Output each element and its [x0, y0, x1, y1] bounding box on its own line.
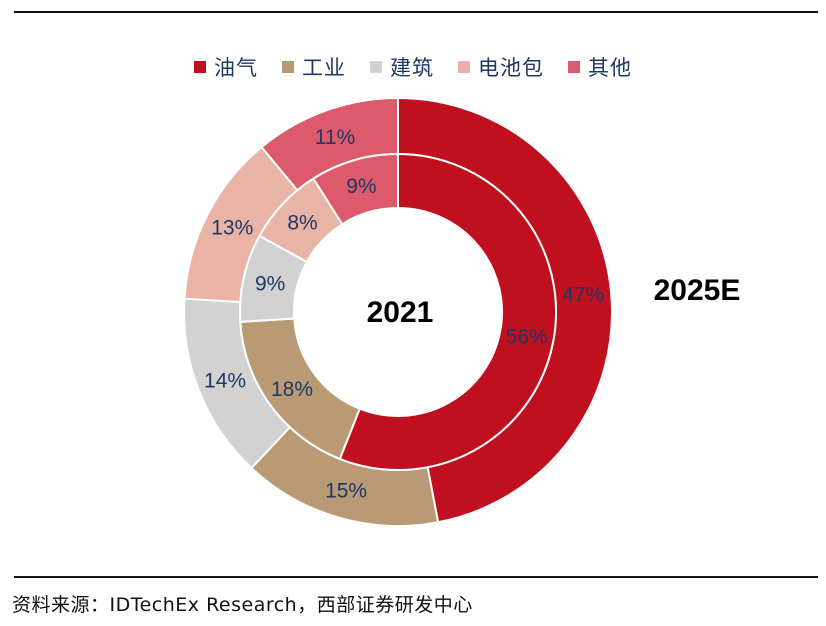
legend-item-construction: 建筑	[370, 52, 434, 82]
inner-slice-label-construction: 9%	[255, 272, 285, 295]
inner-ring-label: 2021	[367, 296, 434, 329]
legend-swatch	[194, 61, 206, 73]
top-rule	[14, 11, 818, 13]
inner-slice-label-battery-pack: 8%	[287, 211, 317, 234]
legend-swatch	[458, 61, 470, 73]
legend-label: 电池包	[478, 56, 544, 80]
percent-labels: 56% 18% 9% 8% 9% 47% 15% 14% 13% 11%	[204, 126, 604, 503]
legend-label: 建筑	[390, 56, 434, 80]
outer-ring-label: 2025E	[654, 274, 741, 307]
inner-slice-label-industrial: 18%	[271, 378, 313, 401]
legend-label: 工业	[302, 56, 346, 80]
inner-ring-2021	[239, 152, 557, 471]
inner-slice-oil-gas	[338, 152, 557, 471]
bottom-rule	[14, 576, 818, 578]
outer-slice-label-oil-gas: 47%	[562, 283, 604, 306]
inner-slice-label-other: 9%	[346, 175, 376, 198]
outer-slice-label-other: 11%	[315, 126, 355, 149]
legend-item-oil-gas: 油气	[194, 52, 258, 82]
inner-slice-other	[311, 152, 399, 226]
legend-label: 油气	[214, 56, 258, 80]
outer-slice-label-battery-pack: 13%	[211, 217, 253, 240]
source-note: 资料来源：IDTechEx Research，西部证券研发中心	[12, 594, 473, 616]
legend-swatch	[370, 61, 382, 73]
outer-slice-label-industrial: 15%	[325, 480, 367, 503]
legend-label: 其他	[588, 56, 632, 80]
legend-item-battery-pack: 电池包	[458, 52, 544, 82]
chart-legend: 油气 工业 建筑 电池包 其他	[0, 52, 826, 82]
legend-swatch	[282, 61, 294, 73]
inner-slice-label-oil-gas: 56%	[506, 326, 548, 349]
legend-item-industrial: 工业	[282, 52, 346, 82]
outer-slice-label-construction: 14%	[204, 369, 246, 392]
legend-swatch	[568, 61, 580, 73]
legend-item-other: 其他	[568, 52, 632, 82]
outer-ring-2025e	[183, 96, 613, 527]
